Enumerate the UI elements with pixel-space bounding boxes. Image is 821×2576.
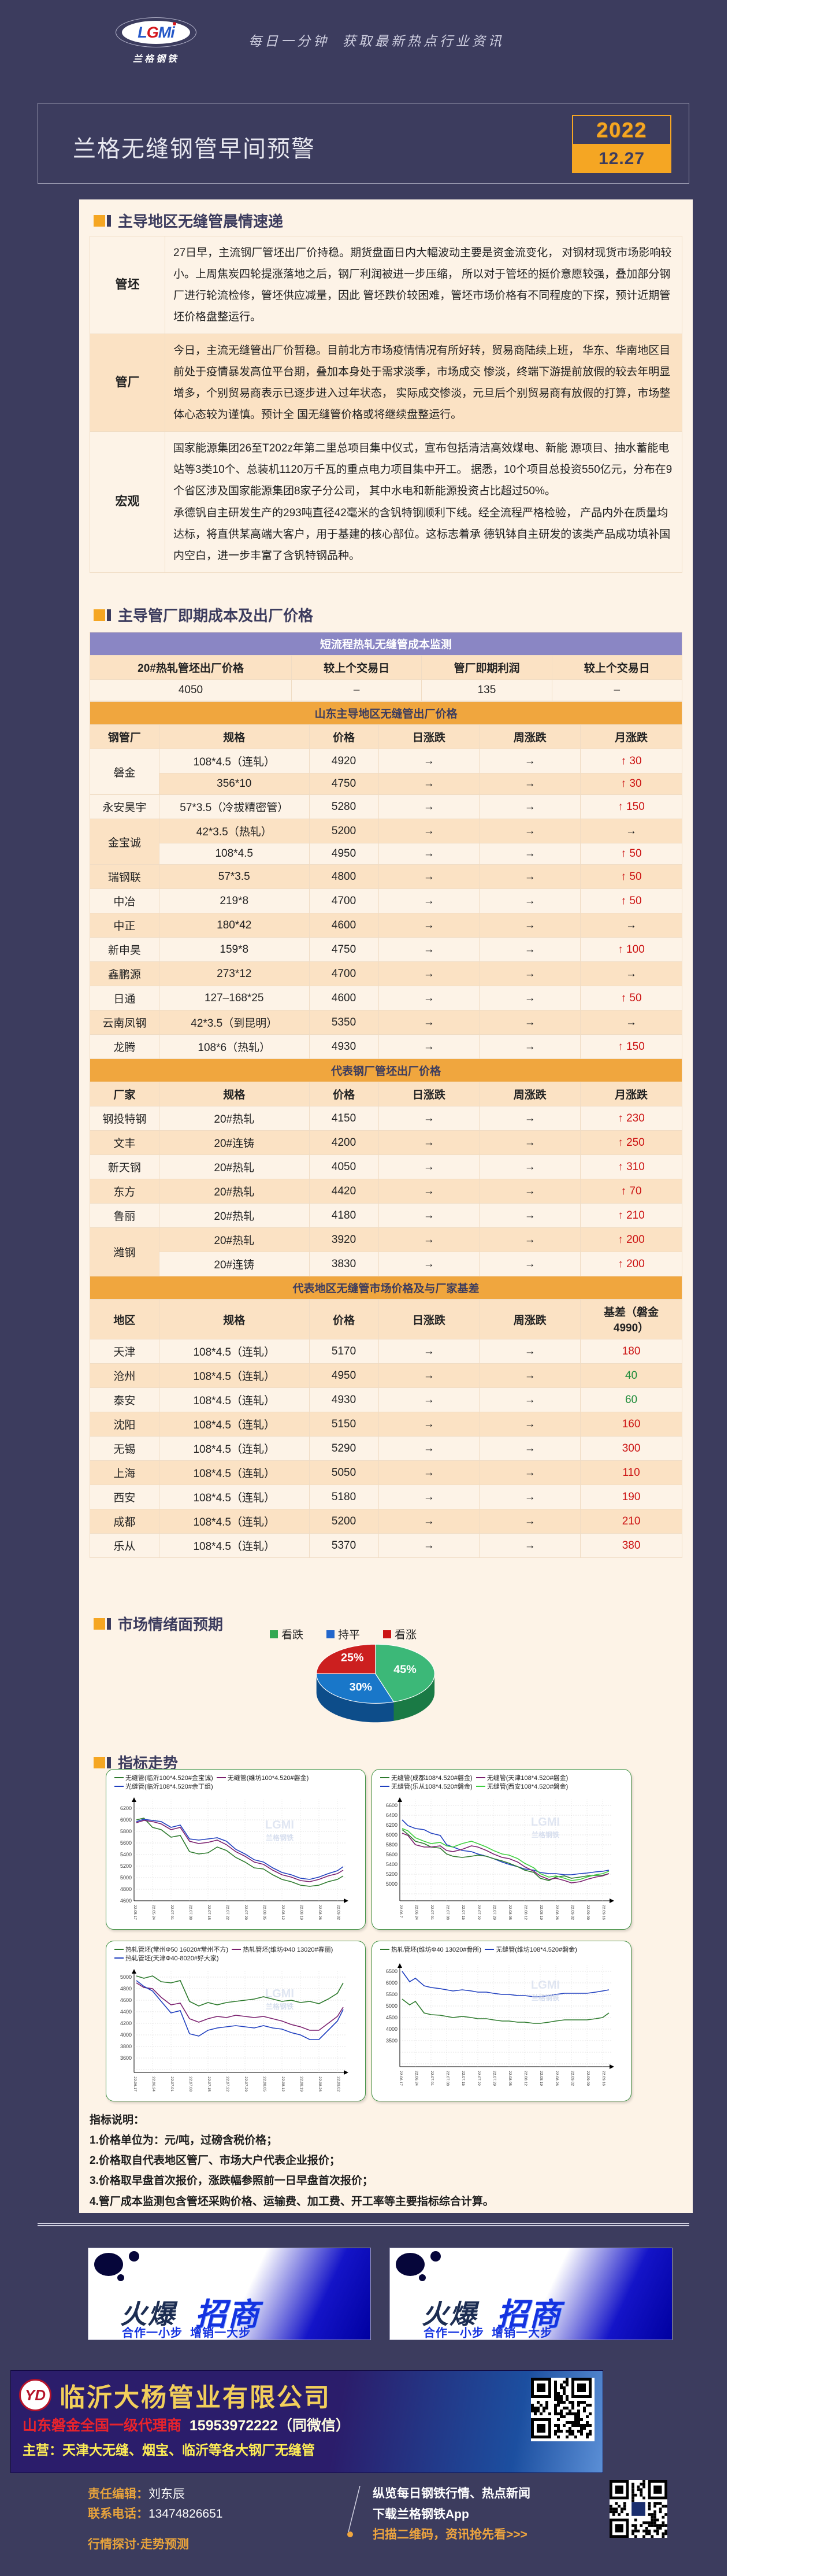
svg-text:22.05.17: 22.05.17 xyxy=(133,1905,137,1920)
svg-text:6200: 6200 xyxy=(386,1822,398,1828)
svg-text:22.09.16: 22.09.16 xyxy=(601,1905,605,1920)
svg-text:5200: 5200 xyxy=(386,1871,398,1877)
svg-text:22.09.02: 22.09.02 xyxy=(336,1905,340,1920)
svg-text:22.08.05: 22.08.05 xyxy=(508,2071,512,2086)
svg-text:5800: 5800 xyxy=(386,1842,398,1848)
svg-text:5600: 5600 xyxy=(386,1852,398,1857)
svg-text:22.07.08: 22.07.08 xyxy=(188,1905,192,1920)
svg-text:22.08.12: 22.08.12 xyxy=(281,1905,285,1920)
svg-text:22.09.02: 22.09.02 xyxy=(570,1905,574,1920)
svg-text:3600: 3600 xyxy=(120,2055,132,2061)
svg-text:5000: 5000 xyxy=(120,1875,132,1881)
svg-text:22.08.19: 22.08.19 xyxy=(539,2071,543,2086)
svg-text:22.07.08: 22.07.08 xyxy=(445,1905,449,1920)
svg-text:5800: 5800 xyxy=(120,1829,132,1834)
svg-text:22.08.19: 22.08.19 xyxy=(539,1905,543,1920)
svg-text:22.08.26: 22.08.26 xyxy=(555,2071,559,2086)
svg-text:3800: 3800 xyxy=(120,2044,132,2049)
svg-text:5000: 5000 xyxy=(120,1974,132,1980)
svg-text:22.07.08: 22.07.08 xyxy=(445,2071,449,2086)
svg-text:22.07.22: 22.07.22 xyxy=(225,2077,229,2092)
svg-text:6000: 6000 xyxy=(386,1980,398,1986)
svg-text:4600: 4600 xyxy=(120,1898,132,1904)
svg-text:LGMI: LGMI xyxy=(265,1819,294,1831)
svg-text:22.06.24: 22.06.24 xyxy=(414,1905,418,1920)
svg-text:22.08.19: 22.08.19 xyxy=(299,1905,303,1920)
svg-text:22.06.7: 22.06.7 xyxy=(399,1905,403,1918)
svg-text:5500: 5500 xyxy=(386,1992,398,1997)
svg-text:22.09.02: 22.09.02 xyxy=(570,2071,574,2086)
svg-text:22.07.29: 22.07.29 xyxy=(492,2071,496,2086)
svg-text:22.07.22: 22.07.22 xyxy=(477,1905,481,1920)
svg-text:45%: 45% xyxy=(393,1663,416,1676)
svg-text:22.07.01: 22.07.01 xyxy=(170,2077,174,2092)
svg-text:22.07.29: 22.07.29 xyxy=(492,1905,496,1920)
svg-text:4400: 4400 xyxy=(120,2009,132,2015)
svg-text:5200: 5200 xyxy=(120,1863,132,1869)
svg-text:22.06.24: 22.06.24 xyxy=(414,2071,418,2086)
svg-text:22.08.26: 22.08.26 xyxy=(318,1905,322,1920)
svg-text:兰格钢铁: 兰格钢铁 xyxy=(266,1833,294,1842)
svg-text:22.07.15: 22.07.15 xyxy=(461,2071,465,2086)
svg-text:22.08.19: 22.08.19 xyxy=(299,2077,303,2092)
svg-text:22.08.12: 22.08.12 xyxy=(523,1905,527,1920)
svg-text:22.08.12: 22.08.12 xyxy=(523,2071,527,2086)
svg-text:22.06.24: 22.06.24 xyxy=(151,2077,155,2092)
svg-text:6600: 6600 xyxy=(386,1803,398,1808)
svg-text:22.09.09: 22.09.09 xyxy=(586,1905,590,1920)
svg-text:5600: 5600 xyxy=(120,1840,132,1846)
svg-text:5400: 5400 xyxy=(386,1861,398,1867)
svg-text:4800: 4800 xyxy=(120,1886,132,1892)
svg-text:22.06.17: 22.06.17 xyxy=(133,2077,137,2092)
svg-text:5000: 5000 xyxy=(386,2003,398,2009)
svg-text:LGMI: LGMI xyxy=(265,1987,294,2000)
svg-text:25%: 25% xyxy=(341,1651,363,1664)
svg-text:6000: 6000 xyxy=(386,1832,398,1838)
svg-text:22.08.26: 22.08.26 xyxy=(555,1905,559,1920)
svg-text:22.07.29: 22.07.29 xyxy=(244,1905,248,1920)
svg-text:22.07.15: 22.07.15 xyxy=(207,2077,211,2092)
svg-text:6400: 6400 xyxy=(386,1812,398,1818)
svg-text:兰格钢铁: 兰格钢铁 xyxy=(266,2002,294,2011)
svg-text:4000: 4000 xyxy=(120,2032,132,2038)
svg-text:6200: 6200 xyxy=(120,1805,132,1811)
svg-text:6000: 6000 xyxy=(120,1817,132,1823)
svg-text:22.07.29: 22.07.29 xyxy=(244,2077,248,2092)
svg-text:LGMI: LGMI xyxy=(531,1979,560,1992)
svg-text:22.07.22: 22.07.22 xyxy=(477,2071,481,2086)
svg-text:22.07.01: 22.07.01 xyxy=(430,1905,434,1920)
svg-text:22.06.17: 22.06.17 xyxy=(399,2071,403,2086)
svg-text:4000: 4000 xyxy=(386,2026,398,2032)
svg-text:22.08.05: 22.08.05 xyxy=(262,2077,266,2092)
svg-text:6500: 6500 xyxy=(386,1968,398,1974)
svg-text:兰格钢铁: 兰格钢铁 xyxy=(532,1830,559,1839)
svg-text:LGMI: LGMI xyxy=(531,1816,560,1829)
svg-text:22.07.15: 22.07.15 xyxy=(207,1905,211,1920)
svg-text:22.05.24: 22.05.24 xyxy=(151,1905,155,1920)
svg-text:22.07.08: 22.07.08 xyxy=(188,2077,192,2092)
svg-text:5400: 5400 xyxy=(120,1852,132,1857)
svg-text:22.07.01: 22.07.01 xyxy=(430,2071,434,2086)
svg-text:22.09.02: 22.09.02 xyxy=(336,2077,340,2092)
svg-text:4500: 4500 xyxy=(386,2015,398,2020)
svg-text:22.07.15: 22.07.15 xyxy=(461,1905,465,1920)
svg-text:22.08.05: 22.08.05 xyxy=(508,1905,512,1920)
svg-text:22.08.26: 22.08.26 xyxy=(318,2077,322,2092)
svg-text:22.09.09: 22.09.09 xyxy=(586,2071,590,2086)
svg-text:22.07.22: 22.07.22 xyxy=(225,1905,229,1920)
svg-text:4200: 4200 xyxy=(120,2020,132,2026)
svg-text:兰格钢铁: 兰格钢铁 xyxy=(532,1993,559,2002)
svg-text:22.07.01: 22.07.01 xyxy=(170,1905,174,1920)
svg-text:4800: 4800 xyxy=(120,1986,132,1992)
svg-text:22.08.05: 22.08.05 xyxy=(262,1905,266,1920)
svg-text:3500: 3500 xyxy=(386,2038,398,2044)
svg-text:30%: 30% xyxy=(350,1681,372,1694)
svg-text:22.09.16: 22.09.16 xyxy=(601,2071,605,2086)
svg-text:5000: 5000 xyxy=(386,1881,398,1887)
svg-text:4600: 4600 xyxy=(120,1997,132,2003)
svg-text:22.08.12: 22.08.12 xyxy=(281,2077,285,2092)
